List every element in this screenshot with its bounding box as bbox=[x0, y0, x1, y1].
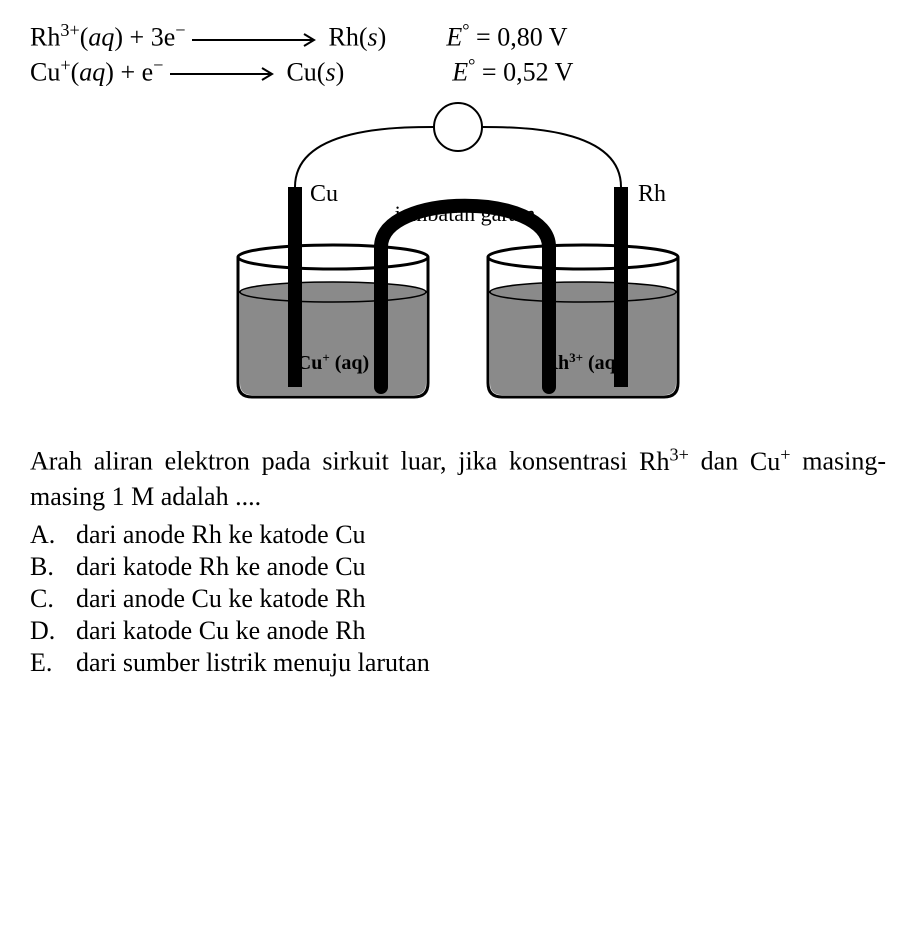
cell-svg: Cu+ (aq)Rh3+ (aq)CuRhjembatan garam bbox=[178, 97, 738, 417]
rh-phase: aq bbox=[88, 23, 114, 52]
option-a-label: A. bbox=[30, 520, 76, 550]
cu-charge: + bbox=[60, 55, 70, 75]
option-d-text: dari katode Cu ke anode Rh bbox=[76, 616, 886, 646]
pot-eq: = bbox=[475, 57, 503, 86]
e-charge: − bbox=[175, 20, 185, 40]
option-b-text: dari katode Rh ke anode Cu bbox=[76, 552, 886, 582]
galvanic-cell-diagram: Cu+ (aq)Rh3+ (aq)CuRhjembatan garam bbox=[30, 97, 886, 424]
e-coeff: 3 bbox=[151, 23, 164, 52]
svg-text:Rh: Rh bbox=[638, 181, 666, 207]
pot-deg: ° bbox=[462, 20, 469, 40]
option-a: A. dari anode Rh ke katode Cu bbox=[30, 520, 886, 550]
option-d: D. dari katode Cu ke anode Rh bbox=[30, 616, 886, 646]
option-d-label: D. bbox=[30, 616, 76, 646]
equation-cu-left: Cu+(aq) + e− Cu(s) bbox=[30, 55, 344, 88]
option-e: E. dari sumber listrik menuju larutan bbox=[30, 648, 886, 678]
pot-eq: = bbox=[470, 23, 498, 52]
option-b: B. dari katode Rh ke anode Cu bbox=[30, 552, 886, 582]
option-a-text: dari anode Rh ke katode Cu bbox=[76, 520, 886, 550]
equation-rh-left: Rh3+(aq) + 3e− Rh(s) bbox=[30, 20, 386, 53]
equation-cu: Cu+(aq) + e− Cu(s) E° = 0,52 V bbox=[30, 55, 886, 88]
svg-text:Cu+ (aq): Cu+ (aq) bbox=[297, 350, 369, 375]
pot-val: 0,52 V bbox=[503, 57, 573, 86]
e-charge: − bbox=[153, 55, 163, 75]
q-mid: dan bbox=[689, 447, 750, 476]
e-sym: e bbox=[142, 57, 154, 86]
equation-rh-potential: E° = 0,80 V bbox=[446, 20, 567, 53]
cu-rhs-phase: s bbox=[325, 57, 335, 86]
option-b-label: B. bbox=[30, 552, 76, 582]
q-cu: Cu bbox=[750, 447, 780, 476]
q-rh: Rh bbox=[639, 447, 669, 476]
plus-sign: + bbox=[130, 23, 145, 52]
equation-cu-potential: E° = 0,52 V bbox=[452, 55, 573, 88]
option-c-label: C. bbox=[30, 584, 76, 614]
q-cu-sup: + bbox=[780, 444, 790, 464]
question-text: Arah aliran elektron pada sirkuit luar, … bbox=[30, 442, 886, 514]
e-sym: e bbox=[164, 23, 176, 52]
svg-text:jembatan garam: jembatan garam bbox=[393, 201, 535, 226]
svg-text:Cu: Cu bbox=[310, 181, 338, 207]
q-rh-sup: 3+ bbox=[669, 444, 688, 464]
rh-charge: 3+ bbox=[60, 20, 79, 40]
rh-rhs-species: Rh bbox=[329, 23, 359, 52]
equation-rh: Rh3+(aq) + 3e− Rh(s) E° = 0,80 V bbox=[30, 20, 886, 53]
cu-phase: aq bbox=[79, 57, 105, 86]
cu-rhs-species: Cu bbox=[286, 57, 316, 86]
cu-species: Cu bbox=[30, 57, 60, 86]
q-pre: Arah aliran elektron pada sirkuit luar, … bbox=[30, 447, 639, 476]
option-e-label: E. bbox=[30, 648, 76, 678]
pot-val: 0,80 V bbox=[497, 23, 567, 52]
pot-sym: E bbox=[446, 23, 462, 52]
option-c: C. dari anode Cu ke katode Rh bbox=[30, 584, 886, 614]
rh-species: Rh bbox=[30, 23, 60, 52]
arrow-icon bbox=[170, 66, 280, 82]
options-list: A. dari anode Rh ke katode Cu B. dari ka… bbox=[30, 520, 886, 678]
plus-sign: + bbox=[120, 57, 135, 86]
option-e-text: dari sumber listrik menuju larutan bbox=[76, 648, 886, 678]
rh-rhs-phase: s bbox=[368, 23, 378, 52]
pot-sym: E bbox=[452, 57, 468, 86]
option-c-text: dari anode Cu ke katode Rh bbox=[76, 584, 886, 614]
arrow-icon bbox=[192, 32, 322, 48]
